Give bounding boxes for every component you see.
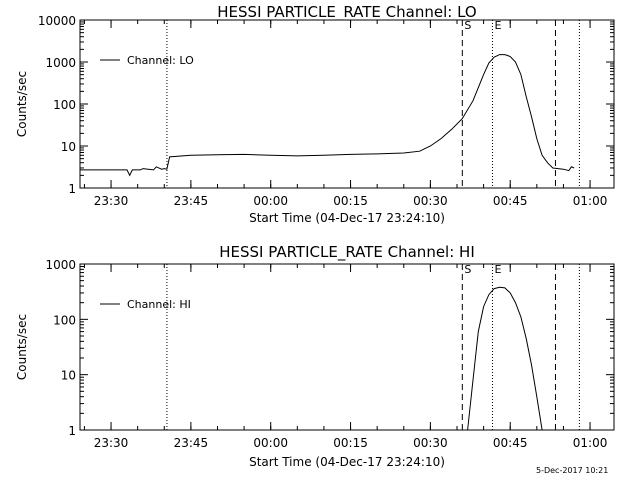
- y-tick-label: 1000: [45, 56, 76, 70]
- y-tick-label: 10: [61, 369, 76, 383]
- x-tick-label: 00:15: [333, 194, 368, 208]
- series-line: [80, 54, 575, 177]
- time-marker-label: S: [464, 263, 471, 276]
- y-tick-label: 1: [68, 182, 76, 196]
- x-tick-label: 23:30: [94, 194, 129, 208]
- x-tick-label: 23:45: [174, 194, 209, 208]
- y-tick-label: 100: [53, 98, 76, 112]
- time-marker-label: E: [494, 19, 501, 32]
- y-tick-label: 1000: [45, 258, 76, 272]
- legend-entry: Channel: LO: [127, 54, 194, 67]
- chart-title: HESSI PARTICLE_RATE Channel: LO: [217, 3, 476, 22]
- y-axis-label: Counts/sec: [15, 314, 29, 380]
- x-tick-label: 23:45: [174, 436, 209, 450]
- y-axis-label: Counts/sec: [15, 71, 29, 137]
- chart-title: HESSI PARTICLE_RATE Channel: HI: [219, 243, 475, 262]
- x-tick-label: 01:00: [573, 194, 608, 208]
- y-tick-label: 1: [68, 424, 76, 438]
- timestamp-label: 5-Dec-2017 10:21: [536, 466, 609, 475]
- y-tick-label: 100: [53, 313, 76, 327]
- time-marker-label: E: [494, 263, 501, 276]
- x-tick-label: 00:00: [253, 194, 288, 208]
- time-marker-label: S: [464, 19, 471, 32]
- plot-frame: [79, 19, 615, 189]
- x-tick-label: 00:45: [493, 194, 528, 208]
- x-tick-label: 00:30: [413, 436, 448, 450]
- y-tick-label: 10000: [38, 14, 76, 28]
- x-axis-label: Start Time (04-Dec-17 23:24:10): [249, 211, 445, 225]
- x-tick-label: 00:45: [493, 436, 528, 450]
- x-axis-label: Start Time (04-Dec-17 23:24:10): [249, 455, 445, 469]
- x-tick-label: 23:30: [94, 436, 129, 450]
- x-tick-label: 00:15: [333, 436, 368, 450]
- legend-entry: Channel: HI: [127, 298, 191, 311]
- x-tick-label: 00:30: [413, 194, 448, 208]
- plot-frame: [79, 263, 615, 431]
- x-tick-label: 00:00: [253, 436, 288, 450]
- series-line: [467, 286, 543, 431]
- x-tick-label: 01:00: [573, 436, 608, 450]
- y-tick-label: 10: [61, 140, 76, 154]
